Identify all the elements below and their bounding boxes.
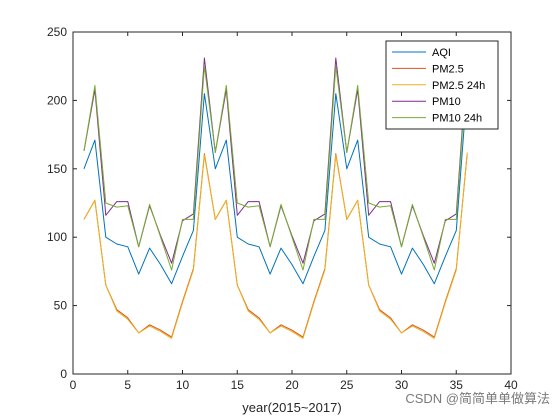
- x-tick-label: 5: [124, 378, 131, 392]
- x-tick-label: 15: [231, 378, 245, 392]
- legend-label-pm10: PM10: [432, 96, 461, 108]
- x-tick-label: 25: [340, 378, 354, 392]
- x-tick-label: 30: [395, 378, 409, 392]
- axes-layer: 0 5 10 15 20 25 30 35 40 0 50 100 150 200 250: [47, 25, 518, 392]
- y-tick-label: 250: [47, 25, 67, 39]
- series-line-pm10-24h: [83, 63, 468, 271]
- series-layer: [83, 57, 468, 339]
- x-tick-label: 35: [450, 378, 464, 392]
- y-tick-label: 0: [60, 367, 67, 381]
- legend: AQI PM2.5 PM2.5 24h PM10 PM10 24h: [385, 40, 499, 130]
- x-tick-label: 0: [70, 378, 77, 392]
- legend-label-pm10-24h: PM10 24h: [432, 113, 482, 125]
- x-axis-label: year(2015~2017): [242, 400, 341, 415]
- y-tick-label: 50: [54, 299, 68, 313]
- legend-label-pm2-5-24h: PM2.5 24h: [432, 80, 485, 92]
- legend-label-pm2-5: PM2.5: [432, 63, 464, 75]
- y-tick-label: 100: [47, 230, 67, 244]
- y-tick-label: 200: [47, 93, 67, 107]
- watermark-text: CSDN @简简单单做算法: [405, 391, 550, 406]
- series-line-aqi: [83, 86, 468, 285]
- x-tick-label: 40: [504, 378, 518, 392]
- x-tick-label: 20: [285, 378, 299, 392]
- series-line-pm2-5-24h: [83, 152, 468, 339]
- legend-label-aqi: AQI: [432, 47, 451, 59]
- x-tick-label: 10: [176, 378, 190, 392]
- y-tick-label: 150: [47, 162, 67, 176]
